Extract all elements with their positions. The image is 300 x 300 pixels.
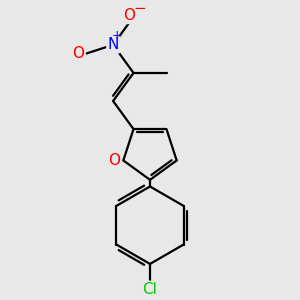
Text: +: + [112, 29, 122, 42]
Text: O: O [72, 46, 84, 61]
Text: O: O [124, 8, 136, 23]
Text: O: O [108, 153, 120, 168]
Text: Cl: Cl [142, 282, 158, 297]
Text: −: − [133, 1, 146, 16]
Text: N: N [107, 37, 119, 52]
